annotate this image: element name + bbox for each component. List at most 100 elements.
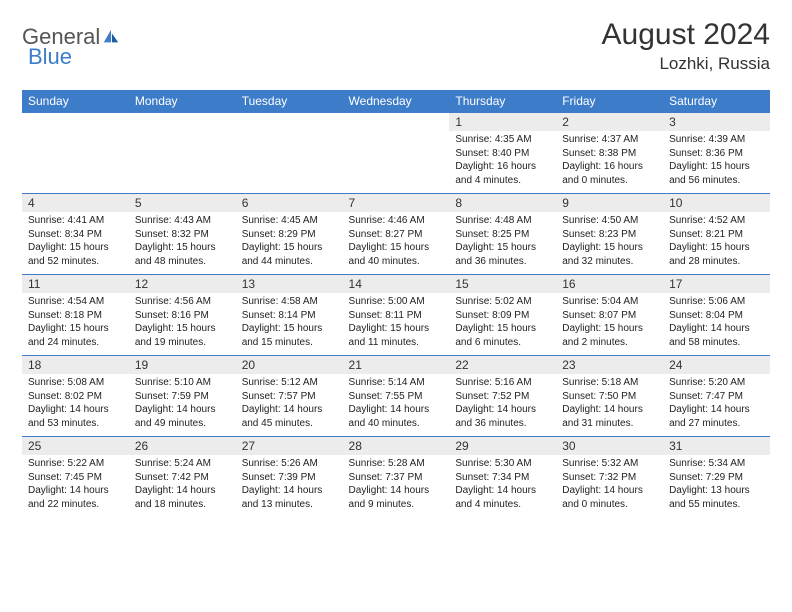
day-number-cell	[22, 113, 129, 132]
daylight-text: Daylight: 15 hours and 2 minutes.	[562, 322, 657, 349]
sunrise-text: Sunrise: 4:52 AM	[669, 214, 764, 228]
daylight-text: Daylight: 15 hours and 19 minutes.	[135, 322, 230, 349]
sail-icon	[102, 28, 120, 46]
day-detail-cell: Sunrise: 5:18 AMSunset: 7:50 PMDaylight:…	[556, 374, 663, 437]
daylight-text: Daylight: 16 hours and 4 minutes.	[455, 160, 550, 187]
sunrise-text: Sunrise: 4:58 AM	[242, 295, 337, 309]
sunrise-text: Sunrise: 5:22 AM	[28, 457, 123, 471]
sunrise-text: Sunrise: 4:43 AM	[135, 214, 230, 228]
sunrise-text: Sunrise: 5:00 AM	[349, 295, 444, 309]
daylight-text: Daylight: 15 hours and 11 minutes.	[349, 322, 444, 349]
daylight-text: Daylight: 15 hours and 28 minutes.	[669, 241, 764, 268]
day-number-cell: 1	[449, 113, 556, 132]
day-number-cell: 26	[129, 437, 236, 456]
day-detail-cell: Sunrise: 5:22 AMSunset: 7:45 PMDaylight:…	[22, 455, 129, 517]
sunset-text: Sunset: 8:36 PM	[669, 147, 764, 161]
sunset-text: Sunset: 8:23 PM	[562, 228, 657, 242]
day-number-cell: 15	[449, 275, 556, 294]
sunrise-text: Sunrise: 5:32 AM	[562, 457, 657, 471]
sunset-text: Sunset: 8:25 PM	[455, 228, 550, 242]
day-detail-cell: Sunrise: 5:32 AMSunset: 7:32 PMDaylight:…	[556, 455, 663, 517]
daylight-text: Daylight: 14 hours and 9 minutes.	[349, 484, 444, 511]
day-detail-cell: Sunrise: 5:30 AMSunset: 7:34 PMDaylight:…	[449, 455, 556, 517]
daylight-text: Daylight: 15 hours and 48 minutes.	[135, 241, 230, 268]
daylight-text: Daylight: 13 hours and 55 minutes.	[669, 484, 764, 511]
sunrise-text: Sunrise: 4:39 AM	[669, 133, 764, 147]
day-detail-cell: Sunrise: 4:45 AMSunset: 8:29 PMDaylight:…	[236, 212, 343, 275]
day-number-cell: 18	[22, 356, 129, 375]
sunrise-text: Sunrise: 4:45 AM	[242, 214, 337, 228]
daylight-text: Daylight: 14 hours and 31 minutes.	[562, 403, 657, 430]
day-header-thu: Thursday	[449, 90, 556, 113]
sunset-text: Sunset: 8:34 PM	[28, 228, 123, 242]
day-number-cell: 20	[236, 356, 343, 375]
sunset-text: Sunset: 7:50 PM	[562, 390, 657, 404]
day-number-cell: 5	[129, 194, 236, 213]
day-number-cell: 3	[663, 113, 770, 132]
sunset-text: Sunset: 8:21 PM	[669, 228, 764, 242]
daylight-text: Daylight: 14 hours and 53 minutes.	[28, 403, 123, 430]
sunrise-text: Sunrise: 5:04 AM	[562, 295, 657, 309]
sunset-text: Sunset: 7:59 PM	[135, 390, 230, 404]
day-detail-cell: Sunrise: 4:58 AMSunset: 8:14 PMDaylight:…	[236, 293, 343, 356]
daylight-text: Daylight: 14 hours and 27 minutes.	[669, 403, 764, 430]
day-number-cell: 14	[343, 275, 450, 294]
sunset-text: Sunset: 7:55 PM	[349, 390, 444, 404]
sunset-text: Sunset: 7:52 PM	[455, 390, 550, 404]
daylight-text: Daylight: 14 hours and 13 minutes.	[242, 484, 337, 511]
day-detail-cell: Sunrise: 4:54 AMSunset: 8:18 PMDaylight:…	[22, 293, 129, 356]
sunrise-text: Sunrise: 5:14 AM	[349, 376, 444, 390]
day-number-cell: 10	[663, 194, 770, 213]
daylight-text: Daylight: 14 hours and 36 minutes.	[455, 403, 550, 430]
sunset-text: Sunset: 7:29 PM	[669, 471, 764, 485]
brand-name-2: Blue	[28, 44, 72, 70]
day-detail-cell: Sunrise: 4:46 AMSunset: 8:27 PMDaylight:…	[343, 212, 450, 275]
daylight-text: Daylight: 15 hours and 40 minutes.	[349, 241, 444, 268]
day-detail-cell	[22, 131, 129, 194]
day-number-cell: 9	[556, 194, 663, 213]
daylight-text: Daylight: 15 hours and 6 minutes.	[455, 322, 550, 349]
sunrise-text: Sunrise: 5:16 AM	[455, 376, 550, 390]
sunrise-text: Sunrise: 4:56 AM	[135, 295, 230, 309]
day-detail-cell: Sunrise: 5:12 AMSunset: 7:57 PMDaylight:…	[236, 374, 343, 437]
day-detail-cell	[236, 131, 343, 194]
daylight-text: Daylight: 14 hours and 40 minutes.	[349, 403, 444, 430]
day-detail-cell: Sunrise: 4:43 AMSunset: 8:32 PMDaylight:…	[129, 212, 236, 275]
day-detail-cell	[343, 131, 450, 194]
daylight-text: Daylight: 15 hours and 56 minutes.	[669, 160, 764, 187]
sunrise-text: Sunrise: 4:41 AM	[28, 214, 123, 228]
day-header-sun: Sunday	[22, 90, 129, 113]
day-detail-cell: Sunrise: 5:24 AMSunset: 7:42 PMDaylight:…	[129, 455, 236, 517]
sunset-text: Sunset: 7:39 PM	[242, 471, 337, 485]
day-number-cell: 24	[663, 356, 770, 375]
daylight-text: Daylight: 15 hours and 36 minutes.	[455, 241, 550, 268]
sunset-text: Sunset: 8:18 PM	[28, 309, 123, 323]
sunrise-text: Sunrise: 5:28 AM	[349, 457, 444, 471]
sunset-text: Sunset: 7:45 PM	[28, 471, 123, 485]
sunrise-text: Sunrise: 5:24 AM	[135, 457, 230, 471]
day-detail-cell: Sunrise: 4:50 AMSunset: 8:23 PMDaylight:…	[556, 212, 663, 275]
daylight-text: Daylight: 14 hours and 22 minutes.	[28, 484, 123, 511]
day-number-cell: 19	[129, 356, 236, 375]
day-number-cell: 21	[343, 356, 450, 375]
sunrise-text: Sunrise: 4:50 AM	[562, 214, 657, 228]
sunrise-text: Sunrise: 5:30 AM	[455, 457, 550, 471]
sunset-text: Sunset: 8:32 PM	[135, 228, 230, 242]
day-detail-cell: Sunrise: 4:52 AMSunset: 8:21 PMDaylight:…	[663, 212, 770, 275]
location-label: Lozhki, Russia	[602, 54, 770, 74]
day-detail-cell: Sunrise: 4:56 AMSunset: 8:16 PMDaylight:…	[129, 293, 236, 356]
day-header-mon: Monday	[129, 90, 236, 113]
day-number-cell: 11	[22, 275, 129, 294]
day-detail-cell: Sunrise: 5:06 AMSunset: 8:04 PMDaylight:…	[663, 293, 770, 356]
sunset-text: Sunset: 8:16 PM	[135, 309, 230, 323]
sunrise-text: Sunrise: 4:46 AM	[349, 214, 444, 228]
daylight-text: Daylight: 14 hours and 58 minutes.	[669, 322, 764, 349]
day-number-cell: 23	[556, 356, 663, 375]
day-number-cell: 27	[236, 437, 343, 456]
sunset-text: Sunset: 7:34 PM	[455, 471, 550, 485]
sunset-text: Sunset: 8:38 PM	[562, 147, 657, 161]
day-header-row: Sunday Monday Tuesday Wednesday Thursday…	[22, 90, 770, 113]
day-number-cell	[236, 113, 343, 132]
daylight-text: Daylight: 14 hours and 0 minutes.	[562, 484, 657, 511]
daylight-text: Daylight: 15 hours and 52 minutes.	[28, 241, 123, 268]
